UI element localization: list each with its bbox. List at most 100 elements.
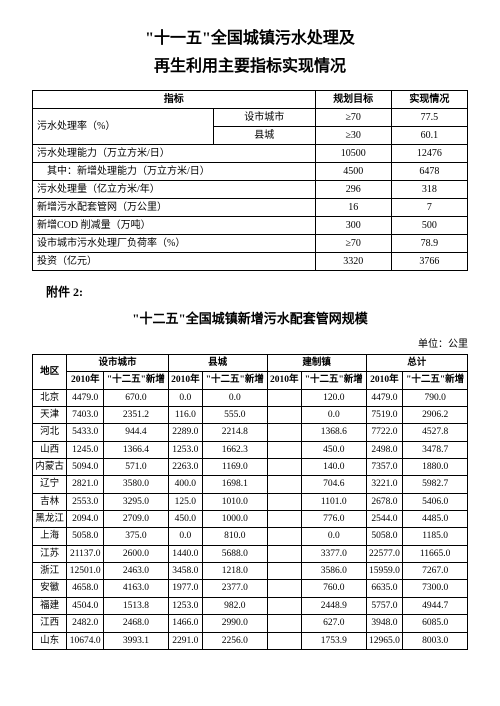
cell: 投资（亿元） — [33, 253, 316, 271]
table-row: 黑龙江2094.02709.0450.01000.0776.02544.0448… — [33, 511, 468, 528]
th: 2010年 — [168, 372, 202, 389]
cell — [267, 424, 301, 441]
cell: 黑龙江 — [33, 511, 67, 528]
cell: 1698.1 — [203, 476, 268, 493]
cell: 627.0 — [301, 615, 366, 632]
cell: 7357.0 — [366, 459, 403, 476]
cell: 7267.0 — [403, 563, 468, 580]
cell — [267, 563, 301, 580]
cell: 1753.9 — [301, 632, 366, 649]
cell — [267, 580, 301, 597]
th-town: 建制镇 — [267, 355, 366, 372]
cell: 2263.0 — [168, 459, 202, 476]
cell — [267, 493, 301, 510]
cell: 5688.0 — [203, 545, 268, 562]
cell: 78.9 — [391, 235, 467, 253]
th: 2010年 — [67, 372, 104, 389]
cell: 2553.0 — [67, 493, 104, 510]
cell: 318 — [391, 181, 467, 199]
cell: 浙江 — [33, 563, 67, 580]
cell: 375.0 — [104, 528, 169, 545]
cell: 1218.0 — [203, 563, 268, 580]
cell: 0.0 — [301, 528, 366, 545]
cell: 6478 — [391, 163, 467, 181]
table-row: 山西1245.01366.41253.01662.3450.02498.0347… — [33, 441, 468, 458]
cell: 12501.0 — [67, 563, 104, 580]
cell: 2468.0 — [104, 615, 169, 632]
cell: 3377.0 — [301, 545, 366, 562]
cell: 上海 — [33, 528, 67, 545]
cell: 1101.0 — [301, 493, 366, 510]
cell: 1169.0 — [203, 459, 268, 476]
cell: 2289.0 — [168, 424, 202, 441]
cell: 2990.0 — [203, 615, 268, 632]
cell: 其中：新增处理能力（万立方米/日） — [33, 163, 316, 181]
cell: 6635.0 — [366, 580, 403, 597]
cell: 2448.9 — [301, 597, 366, 614]
cell: 4500 — [315, 163, 391, 181]
cell: 125.0 — [168, 493, 202, 510]
cell: 7 — [391, 199, 467, 217]
cell: 10674.0 — [67, 632, 104, 649]
table-row: 福建4504.01513.81253.0982.02448.95757.0494… — [33, 597, 468, 614]
cell: ≥70 — [315, 109, 391, 127]
cell: 3458.0 — [168, 563, 202, 580]
cell: 5433.0 — [67, 424, 104, 441]
th: "十二五"新增 — [403, 372, 468, 389]
cell: 11665.0 — [403, 545, 468, 562]
cell: 5757.0 — [366, 597, 403, 614]
cell: 450.0 — [168, 511, 202, 528]
cell: 3580.0 — [104, 476, 169, 493]
table-row: 浙江12501.02463.03458.01218.03586.015959.0… — [33, 563, 468, 580]
cell: 1253.0 — [168, 597, 202, 614]
cell: 0.0 — [301, 407, 366, 424]
table-row: 安徽4658.04163.01977.02377.0760.06635.0730… — [33, 580, 468, 597]
cell: 安徽 — [33, 580, 67, 597]
cell: 670.0 — [104, 389, 169, 406]
cell: 555.0 — [203, 407, 268, 424]
appendix-label: 附件 2: — [46, 283, 468, 300]
cell: 设市城市 — [214, 109, 316, 127]
cell: 2351.2 — [104, 407, 169, 424]
th: 2010年 — [267, 372, 301, 389]
cell: 福建 — [33, 597, 67, 614]
cell: 北京 — [33, 389, 67, 406]
th: "十二五"新增 — [104, 372, 169, 389]
cell: 12965.0 — [366, 632, 403, 649]
page-title-line1: "十一五"全国城镇污水处理及 — [32, 24, 468, 48]
cell: 120.0 — [301, 389, 366, 406]
cell: 2256.0 — [203, 632, 268, 649]
th-region: 地区 — [33, 355, 67, 390]
cell — [267, 632, 301, 649]
cell: 4479.0 — [67, 389, 104, 406]
cell: 4658.0 — [67, 580, 104, 597]
cell — [267, 597, 301, 614]
cell: 2214.8 — [203, 424, 268, 441]
cell: 3948.0 — [366, 615, 403, 632]
cell: 山东 — [33, 632, 67, 649]
table-1: 指标 规划目标 实现情况 污水处理率（%） 设市城市 ≥70 77.5 县城 ≥… — [32, 90, 468, 271]
cell: 3586.0 — [301, 563, 366, 580]
table-row: 辽宁2821.03580.0400.01698.1704.63221.05982… — [33, 476, 468, 493]
table-2: 地区 设市城市 县城 建制镇 总计 2010年 "十二五"新增 2010年 "十… — [32, 354, 468, 650]
cell: 污水处理量（亿立方米/年） — [33, 181, 316, 199]
cell: 新增COD 削减量（万吨） — [33, 217, 316, 235]
cell — [267, 528, 301, 545]
cell: 12476 — [391, 145, 467, 163]
th-city: 设市城市 — [67, 355, 168, 372]
cell: 4527.8 — [403, 424, 468, 441]
cell: 5094.0 — [67, 459, 104, 476]
cell: 江西 — [33, 615, 67, 632]
table-row: 河北5433.0944.42289.02214.81368.67722.0452… — [33, 424, 468, 441]
cell: 4944.7 — [403, 597, 468, 614]
cell: 4504.0 — [67, 597, 104, 614]
cell: 450.0 — [301, 441, 366, 458]
cell: 山西 — [33, 441, 67, 458]
cell — [267, 545, 301, 562]
cell: 944.4 — [104, 424, 169, 441]
cell — [267, 441, 301, 458]
cell: 3221.0 — [366, 476, 403, 493]
th-total: 总计 — [366, 355, 467, 372]
cell: 7300.0 — [403, 580, 468, 597]
table2-title: "十二五"全国城镇新增污水配套管网规模 — [32, 308, 468, 327]
